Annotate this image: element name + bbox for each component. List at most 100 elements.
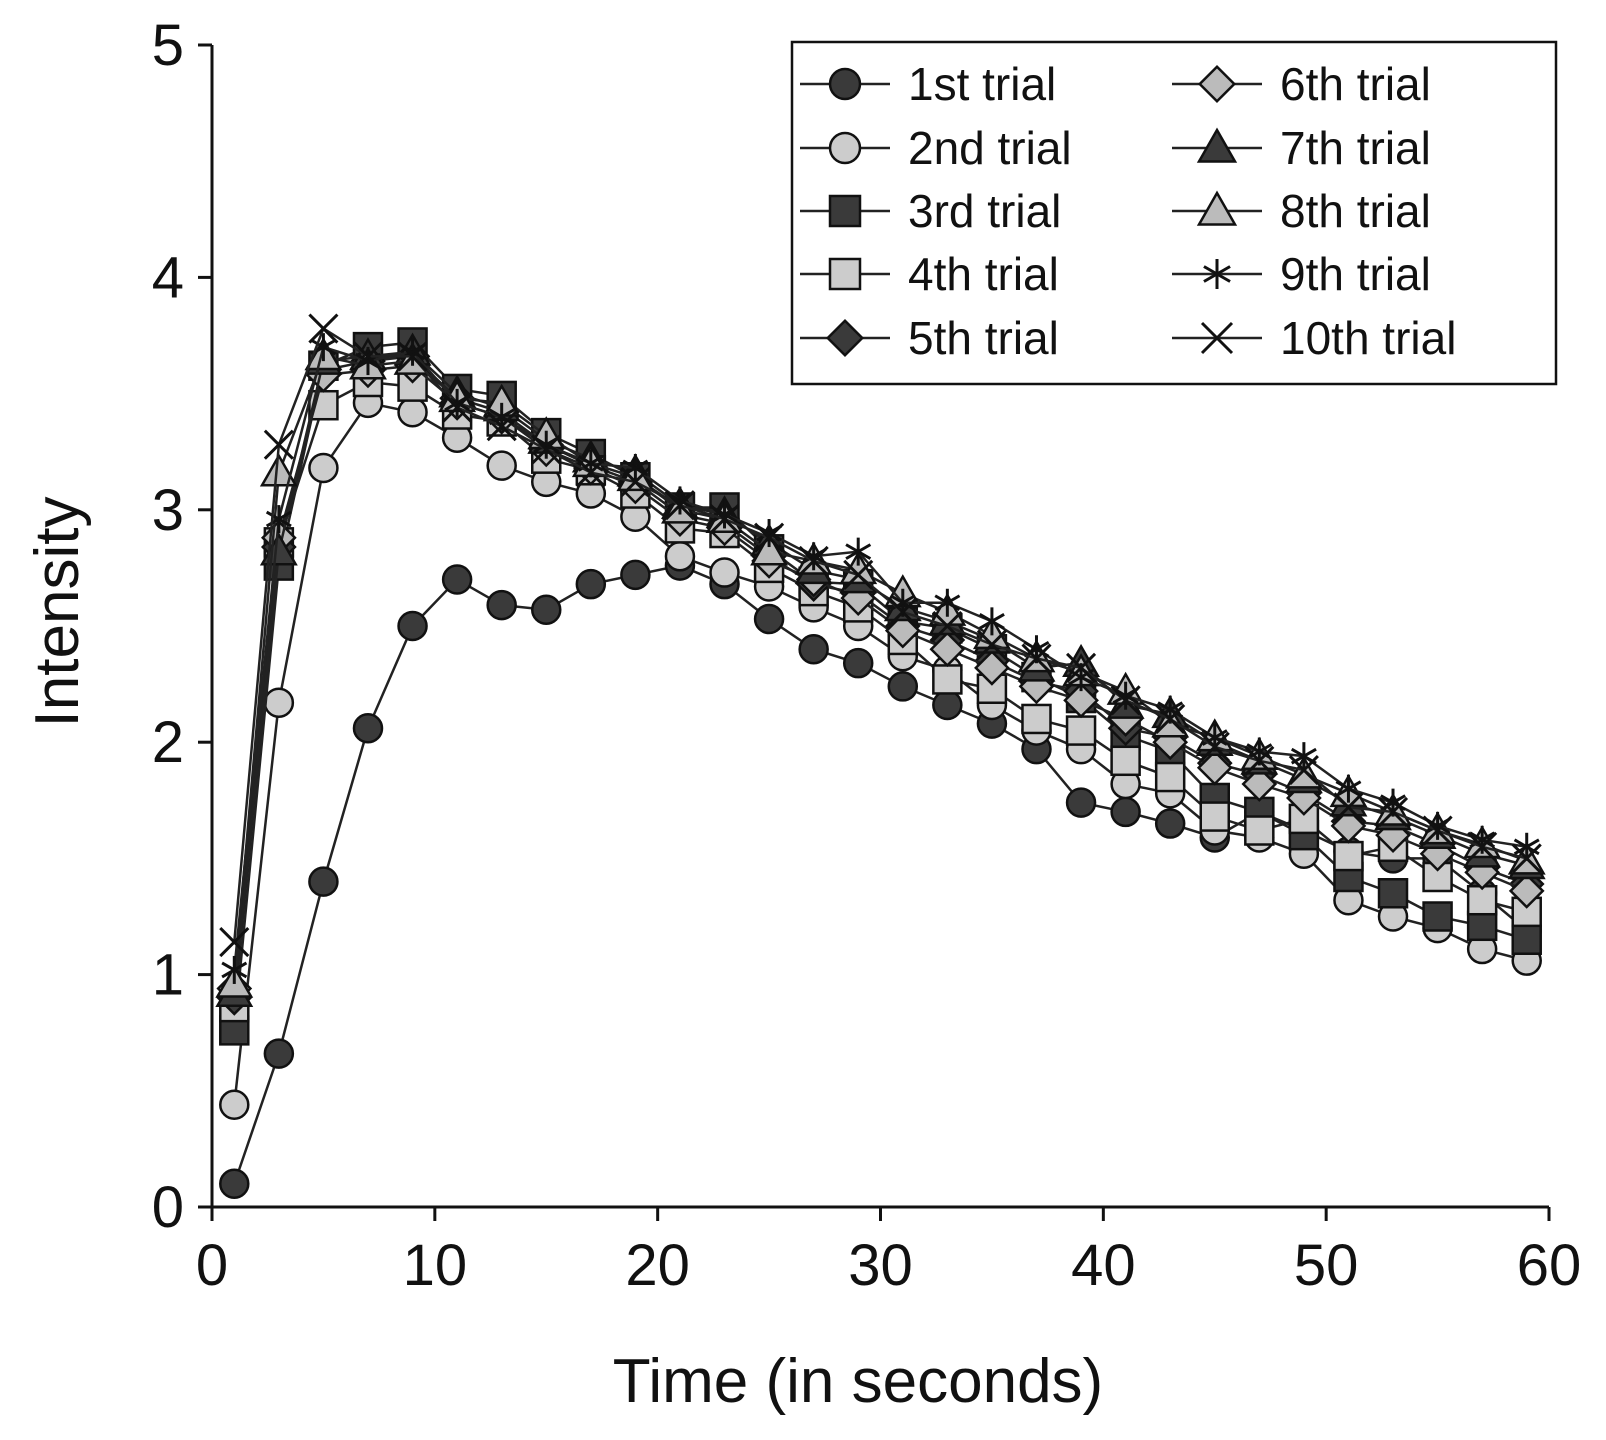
data-point xyxy=(1244,815,1275,846)
data-point xyxy=(1196,749,1233,786)
y-tick-label: 0 xyxy=(152,1175,184,1240)
y-axis-title: Intensity xyxy=(23,497,92,728)
data-point xyxy=(1377,796,1409,827)
legend-item: 9th trial xyxy=(1172,248,1431,300)
series-line xyxy=(233,380,1528,1008)
marker-stroke xyxy=(221,961,248,979)
data-point xyxy=(486,450,517,481)
legend-marker xyxy=(825,318,865,358)
data-point xyxy=(620,559,651,591)
marker-stroke xyxy=(486,411,517,442)
y-tick-label: 1 xyxy=(152,943,184,1008)
marker-stroke xyxy=(1422,815,1453,846)
series-10 xyxy=(219,313,1542,958)
data-point xyxy=(397,396,428,428)
data-point xyxy=(531,594,562,625)
data-point xyxy=(352,713,384,744)
legend-item: 5th trial xyxy=(800,312,1059,364)
data-point xyxy=(486,589,517,621)
data-point xyxy=(1155,703,1186,735)
marker-stroke xyxy=(709,504,740,535)
marker-stroke xyxy=(1065,652,1097,683)
data-point xyxy=(308,866,339,897)
series-3 xyxy=(219,327,1542,1046)
data-point xyxy=(887,596,918,628)
marker-stroke xyxy=(1377,796,1409,827)
marker-stroke xyxy=(352,341,384,372)
marker-stroke xyxy=(1335,780,1362,797)
y-tick-label: 4 xyxy=(152,245,184,310)
marker-stroke xyxy=(620,466,651,497)
marker-stroke xyxy=(308,313,339,344)
data-point xyxy=(929,631,966,668)
marker-stroke xyxy=(1155,703,1186,735)
data-point xyxy=(1335,774,1362,803)
marker-stroke xyxy=(798,545,829,576)
legend-item: 6th trial xyxy=(1172,58,1431,110)
data-point xyxy=(1244,745,1275,776)
marker-stroke xyxy=(531,434,562,465)
legend-label: 7th trial xyxy=(1280,122,1431,174)
legend-marker xyxy=(1197,64,1237,104)
data-point xyxy=(798,633,829,665)
data-point xyxy=(1241,766,1278,802)
legend-label: 5th trial xyxy=(908,312,1059,364)
data-point xyxy=(1063,682,1099,719)
marker-stroke xyxy=(263,429,294,460)
x-tick-label: 0 xyxy=(196,1233,228,1298)
data-point xyxy=(1508,873,1545,909)
data-point xyxy=(1110,796,1141,828)
data-point xyxy=(575,568,607,600)
data-point xyxy=(1288,755,1319,786)
data-point xyxy=(664,541,696,572)
legend-item: 2nd trial xyxy=(800,122,1072,174)
legend-marker xyxy=(828,131,862,165)
marker-stroke xyxy=(845,543,872,560)
data-point xyxy=(974,649,1010,686)
data-point xyxy=(531,434,562,465)
data-point xyxy=(754,522,785,553)
y-tick-label: 5 xyxy=(152,13,184,78)
marker-stroke xyxy=(978,613,1005,630)
marker-stroke xyxy=(219,927,250,958)
data-point xyxy=(798,545,829,576)
marker-stroke xyxy=(442,392,473,423)
legend-marker xyxy=(1200,321,1234,355)
x-tick-label: 40 xyxy=(1071,1233,1136,1298)
data-point xyxy=(1466,910,1498,942)
marker-stroke xyxy=(1333,792,1364,823)
data-point xyxy=(441,564,473,595)
data-point xyxy=(932,664,963,695)
legend-marker xyxy=(1203,259,1231,289)
marker-stroke xyxy=(934,594,961,612)
series-2 xyxy=(219,387,1542,1120)
legend-label: 3rd trial xyxy=(908,185,1061,237)
legend-box xyxy=(790,40,1558,386)
data-point xyxy=(664,490,696,521)
data-point xyxy=(1021,643,1052,674)
data-point xyxy=(1422,901,1453,932)
x-tick-label: 10 xyxy=(403,1233,468,1298)
marker-stroke xyxy=(1511,843,1542,874)
marker-stroke xyxy=(1199,731,1230,762)
data-point xyxy=(1065,787,1097,818)
x-axis-title: Time (in seconds) xyxy=(613,1347,1103,1416)
data-point xyxy=(1330,807,1367,844)
legend-marker xyxy=(828,67,862,101)
marker-stroke xyxy=(397,341,428,372)
data-point xyxy=(486,411,517,442)
data-point xyxy=(1511,843,1542,874)
data-point xyxy=(620,466,651,497)
data-point xyxy=(352,341,384,372)
data-point xyxy=(1333,840,1364,872)
data-point xyxy=(442,392,473,423)
legend-label: 4th trial xyxy=(908,248,1059,300)
y-ticks: 0 1 2 3 4 5 xyxy=(152,13,212,1240)
data-point xyxy=(884,612,921,649)
series-line xyxy=(233,354,1528,985)
x-tick-label: 60 xyxy=(1517,1233,1582,1298)
x-tick-label: 50 xyxy=(1294,1233,1359,1298)
data-point xyxy=(397,341,428,372)
marker-stroke xyxy=(1203,265,1231,283)
data-point xyxy=(845,537,872,566)
